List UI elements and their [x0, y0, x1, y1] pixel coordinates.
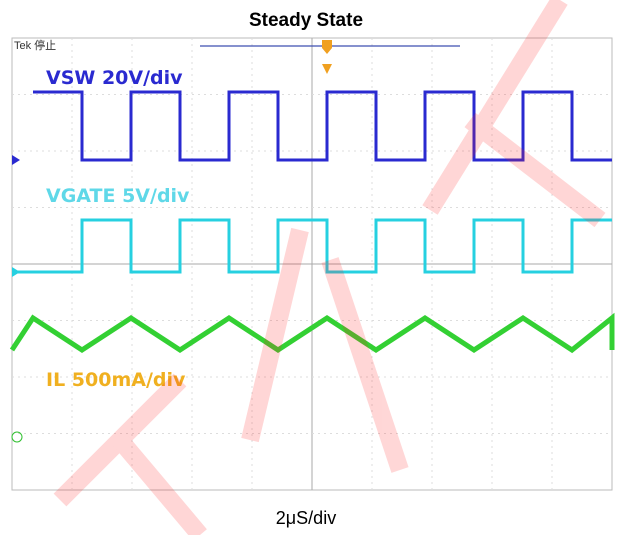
page-title: Steady State [249, 10, 363, 31]
timebase-label: 2μS/div [276, 508, 336, 528]
trigger-marker [322, 40, 332, 54]
channel-label: VSW 20V/div [46, 67, 183, 89]
scope-status: Tek 停止 [14, 38, 56, 52]
ch4-marker [11, 431, 23, 443]
ch1-marker [12, 155, 20, 165]
trigger-marker [322, 64, 332, 74]
il-trace [9, 312, 615, 354]
watermark [53, 0, 606, 535]
waveforms [9, 90, 615, 354]
channel-label: VGATE 5V/div [46, 185, 190, 207]
vsw-trace [33, 90, 612, 162]
vgate-trace [12, 218, 612, 274]
scope-grid [12, 38, 612, 490]
ch2-marker [12, 267, 20, 277]
channel-label: IL 500mA/div [46, 369, 186, 391]
